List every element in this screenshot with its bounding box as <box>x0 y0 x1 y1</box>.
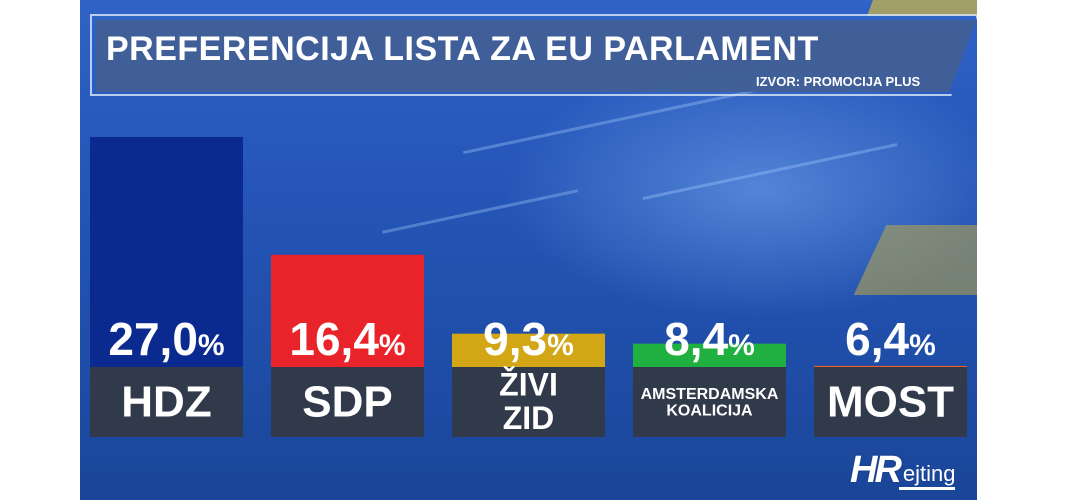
bar <box>633 343 786 367</box>
category-label: KOALICIJA <box>666 403 753 420</box>
bar-value-label: 8,4% <box>664 313 755 365</box>
logo-hr-text: HR <box>850 449 902 491</box>
category-label: MOST <box>827 377 954 426</box>
bar-label-box <box>633 367 786 437</box>
chart-area: PREFERENCIJA LISTA ZA EU PARLAMENT IZVOR… <box>80 0 977 500</box>
bar-label-box <box>271 367 424 437</box>
category-label: AMSTERDAMSKA <box>641 386 779 403</box>
bar <box>90 137 243 367</box>
category-label: SDP <box>302 377 392 426</box>
bar-value-label: 9,3% <box>483 313 574 365</box>
bar-value-label: 6,4% <box>845 313 936 365</box>
chart-source: IZVOR: PROMOCIJA PLUS <box>756 74 921 89</box>
bar-label-box <box>90 367 243 437</box>
bar-label-box <box>814 367 967 437</box>
bar <box>814 365 967 367</box>
chart-title: PREFERENCIJA LISTA ZA EU PARLAMENT <box>106 30 819 68</box>
hrejting-logo: HR ejting <box>850 449 956 492</box>
bar-value-label: 27,0% <box>108 313 224 365</box>
bar <box>271 254 424 367</box>
bar <box>452 333 605 367</box>
category-label: HDZ <box>121 377 211 426</box>
category-label: ŽIVI <box>499 367 558 403</box>
bar-value-label: 16,4% <box>289 313 405 365</box>
logo-ejting-text: ejting <box>898 461 956 490</box>
title-banner <box>96 20 976 92</box>
bar-label-box <box>452 367 605 437</box>
category-label: ZID <box>503 400 555 436</box>
